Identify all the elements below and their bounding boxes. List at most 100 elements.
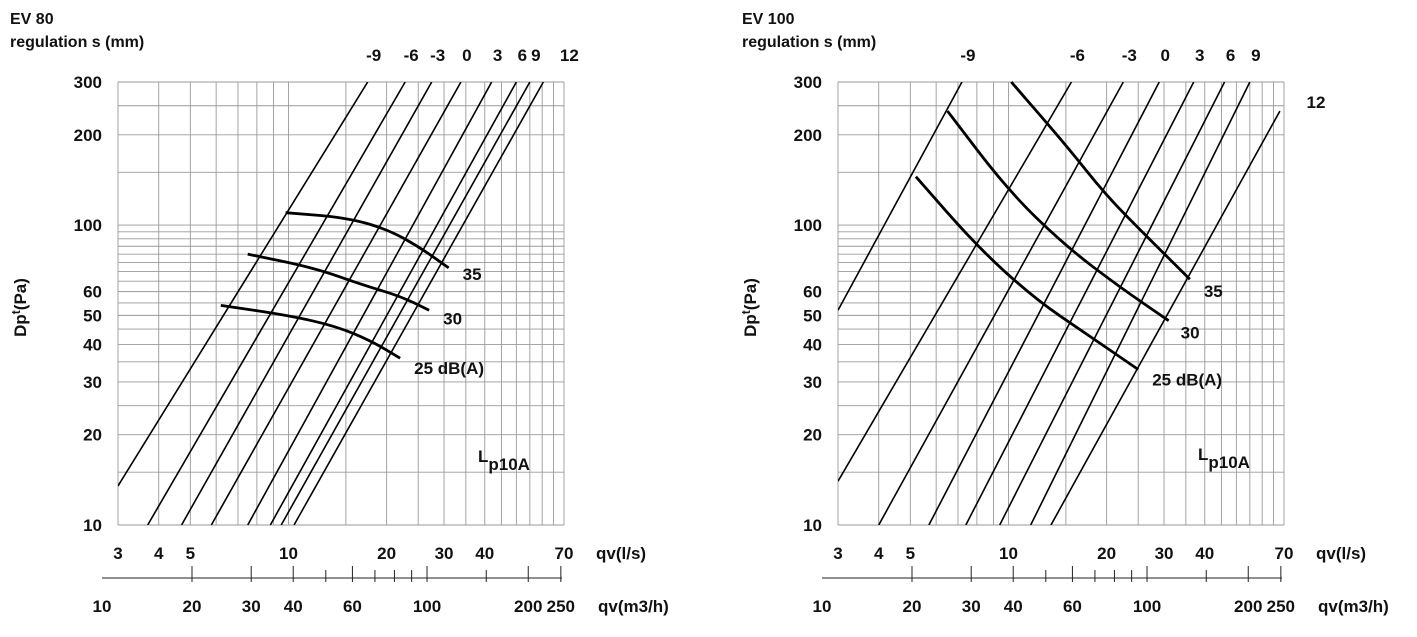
secondary-x-tick-label: 60 [343, 597, 362, 616]
x-tick-label: 3 [833, 544, 842, 563]
secondary-x-axis: 10 20 30 40 60 100 200 250 qv(m3/h) [93, 566, 669, 616]
x-tick-labels: 3 4 5 10 20 30 40 70 [113, 544, 573, 563]
y-tick-label: 200 [74, 126, 102, 145]
regulation-line [147, 82, 406, 525]
secondary-x-tick-label: 200 [514, 597, 542, 616]
x-tick-label: 20 [1097, 544, 1116, 563]
secondary-x-axis-label: qv(m3/h) [1318, 597, 1389, 616]
regulation-line [210, 82, 462, 525]
noise-curve [1010, 81, 1191, 281]
noise-curve-label: 25 dB(A) [1152, 370, 1222, 389]
noise-curve-label: 30 [1181, 324, 1200, 343]
regulation-label: 0 [462, 46, 471, 65]
regulation-label: 3 [493, 46, 502, 65]
noise-curves: 35 30 25 dB(A) [220, 211, 484, 378]
noise-curve-label: 30 [443, 309, 462, 328]
secondary-x-tick-label: 100 [1133, 597, 1161, 616]
regulation-label: 9 [531, 46, 540, 65]
regulation-line [878, 82, 1124, 525]
chart-subtitle: regulation s (mm) [10, 34, 144, 51]
secondary-x-tick-label: 250 [547, 597, 575, 616]
y-tick-labels: 300 200 100 60 50 40 30 20 10 [794, 73, 822, 535]
x-tick-label: 10 [279, 544, 298, 563]
secondary-x-tick-label: 30 [962, 597, 981, 616]
y-tick-label: 20 [83, 426, 102, 445]
y-tick-label: 60 [803, 283, 822, 302]
secondary-x-tick-label: 30 [242, 597, 261, 616]
regulation-label: -3 [430, 46, 445, 65]
x-tick-label: 70 [555, 544, 574, 563]
y-axis-label: Dpt(Pa) [9, 278, 30, 337]
secondary-x-tick-label: 250 [1267, 597, 1295, 616]
y-tick-label: 200 [794, 126, 822, 145]
y-tick-label: 100 [794, 216, 822, 235]
secondary-x-tick-label: 10 [813, 597, 832, 616]
x-tick-label: 5 [186, 544, 195, 563]
noise-curve-label: 35 [463, 265, 482, 284]
regulation-lines [118, 82, 545, 525]
noise-curve [220, 303, 401, 360]
regulation-label: 12 [560, 46, 579, 65]
y-tick-label: 40 [803, 335, 822, 354]
x-tick-label: 4 [874, 544, 884, 563]
x-tick-label: 70 [1275, 544, 1294, 563]
y-axis-label: Dpt(Pa) [739, 278, 760, 337]
y-tick-label: 300 [794, 73, 822, 92]
regulation-line [965, 82, 1195, 525]
regulation-label: -6 [1070, 46, 1085, 65]
x-axis-label: qv(l/s) [1316, 544, 1366, 563]
regulation-line [998, 82, 1226, 525]
y-tick-label: 10 [83, 516, 102, 535]
regulation-line [1029, 82, 1251, 525]
noise-curve-label: 35 [1204, 282, 1223, 301]
x-tick-label: 30 [435, 544, 454, 563]
regulation-label: 6 [1226, 46, 1235, 65]
noise-curve [247, 252, 430, 312]
regulation-label: 0 [1160, 46, 1169, 65]
lp10a-annotation: Lp10A [1198, 445, 1250, 472]
regulation-label: -9 [366, 46, 381, 65]
regulation-line [838, 82, 1073, 482]
regulation-line [118, 82, 369, 487]
y-tick-label: 50 [803, 306, 822, 325]
secondary-x-tick-label: 200 [1234, 597, 1262, 616]
secondary-x-tick-label: 60 [1063, 597, 1082, 616]
y-tick-label: 30 [803, 373, 822, 392]
x-tick-label: 3 [113, 544, 122, 563]
x-tick-label: 4 [154, 544, 164, 563]
y-tick-label: 10 [803, 516, 822, 535]
y-tick-label: 300 [74, 73, 102, 92]
regulation-label: -9 [960, 46, 975, 65]
y-tick-label: 60 [83, 283, 102, 302]
x-tick-label: 30 [1155, 544, 1174, 563]
y-tick-label: 40 [83, 335, 102, 354]
regulation-line [293, 82, 545, 525]
x-tick-label: 5 [906, 544, 915, 563]
grid [117, 81, 565, 526]
y-tick-label: 30 [83, 373, 102, 392]
secondary-x-tick-label: 40 [1004, 597, 1023, 616]
regulation-line [280, 82, 531, 525]
chart-title: EV 80 [10, 11, 54, 28]
noise-curve-label: 25 dB(A) [414, 359, 484, 378]
noise-curve [285, 211, 450, 270]
noise-curve [946, 110, 1170, 322]
regulation-line [180, 82, 433, 525]
x-axis-label: qv(l/s) [596, 544, 646, 563]
grid [837, 81, 1285, 526]
x-tick-labels: 3 4 5 10 20 30 40 70 [833, 544, 1293, 563]
secondary-x-tick-label: 40 [284, 597, 303, 616]
noise-curves: 35 30 25 dB(A) [914, 81, 1223, 389]
regulation-line [838, 82, 963, 311]
secondary-x-axis: 10 20 30 40 60 100 200 250 qv(m3/h) [813, 566, 1389, 616]
x-tick-label: 40 [1195, 544, 1214, 563]
chart-subtitle: regulation s (mm) [742, 34, 876, 51]
secondary-x-tick-label: 20 [903, 597, 922, 616]
regulation-label: 12 [1307, 93, 1326, 112]
chart-title: EV 100 [742, 11, 795, 28]
noise-curve [914, 175, 1140, 371]
